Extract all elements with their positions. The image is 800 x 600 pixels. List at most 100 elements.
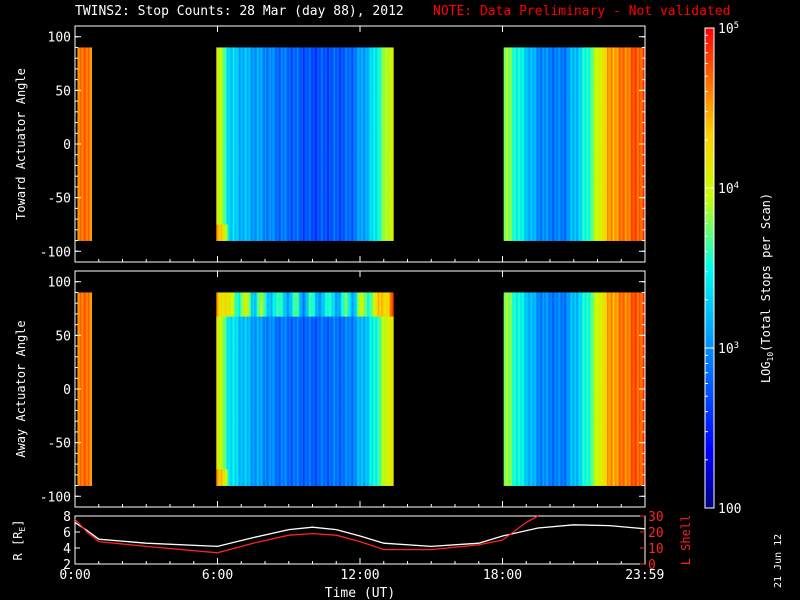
heatmap-cell — [332, 135, 335, 145]
heatmap-cell — [238, 144, 241, 153]
heatmap-cell — [293, 208, 296, 217]
heatmap-cell — [338, 192, 341, 201]
heatmap-cell — [84, 87, 87, 97]
heatmap-cell — [352, 135, 355, 145]
heatmap-cell — [262, 119, 265, 129]
heatmap-cell — [281, 111, 284, 121]
heatmap-cell — [382, 160, 385, 169]
heatmap-cell — [344, 200, 347, 209]
heatmap-cell — [312, 200, 315, 209]
heatmap-cell — [358, 176, 361, 185]
heatmap-cell — [299, 55, 302, 64]
heatmap-cell — [223, 71, 226, 81]
heatmap-cell — [279, 160, 281, 169]
heatmap-cell — [371, 208, 374, 217]
heatmap-cell — [355, 200, 357, 209]
heatmap-cell — [339, 127, 342, 137]
heatmap-cell — [278, 103, 280, 113]
heatmap-cell — [250, 55, 253, 64]
heatmap-cell — [342, 111, 344, 121]
heatmap-cell — [249, 55, 252, 64]
heatmap-cell — [288, 200, 291, 209]
heatmap-cell — [327, 63, 330, 72]
heatmap-cell — [311, 47, 313, 56]
heatmap-cell — [286, 176, 288, 185]
heatmap-cell — [244, 87, 247, 97]
heatmap-cell — [295, 200, 298, 209]
heatmap-cell — [301, 144, 304, 153]
heatmap-cell — [88, 160, 90, 169]
heatmap-cell — [301, 200, 304, 209]
heatmap-cell — [78, 95, 81, 105]
heatmap-cell — [329, 184, 331, 193]
heatmap-cell — [80, 232, 83, 241]
heatmap-cell — [323, 232, 325, 241]
heatmap-cell — [85, 63, 88, 72]
heatmap-cell — [371, 224, 374, 233]
heatmap-cell — [358, 79, 361, 89]
heatmap-cell — [308, 111, 311, 121]
heatmap-cell — [297, 47, 299, 56]
heatmap-cell — [320, 152, 323, 161]
heatmap-cell — [345, 144, 348, 153]
heatmap-cell — [246, 55, 248, 64]
heatmap-cell — [237, 119, 240, 129]
heatmap-cell — [244, 144, 247, 153]
heatmap-cell — [86, 208, 89, 217]
heatmap-cell — [276, 127, 279, 137]
heatmap-cell — [273, 184, 275, 193]
heatmap-cell — [265, 63, 267, 72]
heatmap-cell — [251, 55, 254, 64]
heatmap-cell — [297, 119, 299, 129]
heatmap-cell — [278, 63, 280, 72]
heatmap-cell — [216, 192, 218, 201]
heatmap-cell — [89, 71, 91, 81]
heatmap-cell — [229, 208, 231, 217]
heatmap-cell — [279, 71, 281, 81]
heatmap-cell — [256, 135, 259, 145]
heatmap-cell — [307, 127, 310, 137]
heatmap-cell — [350, 176, 353, 185]
heatmap-cell — [342, 71, 344, 81]
heatmap-cell — [217, 103, 220, 113]
heatmap-cell — [351, 160, 354, 169]
heatmap-cell — [298, 103, 300, 113]
heatmap-cell — [259, 168, 261, 177]
heatmap-cell — [374, 200, 376, 209]
heatmap-cell — [305, 47, 307, 56]
heatmap-cell — [360, 216, 362, 225]
heatmap-cell — [262, 168, 265, 177]
heatmap-cell — [294, 152, 297, 161]
heatmap-cell — [224, 232, 227, 241]
heatmap-cell — [79, 103, 82, 113]
heatmap-cell — [265, 208, 267, 217]
heatmap-cell — [382, 47, 385, 56]
heatmap-cell — [275, 135, 278, 145]
heatmap-cell — [380, 200, 382, 209]
heatmap-cell — [247, 95, 249, 105]
heatmap-cell — [263, 103, 266, 113]
heatmap-cell — [325, 200, 328, 209]
heatmap-cell — [338, 160, 341, 169]
heatmap-cell — [267, 119, 269, 129]
heatmap-cell — [367, 224, 369, 233]
heatmap-cell — [227, 200, 229, 209]
heatmap-cell — [374, 127, 376, 137]
heatmap-cell — [263, 160, 266, 169]
heatmap-cell — [273, 71, 275, 81]
heatmap-cell — [219, 144, 222, 153]
heatmap-cell — [306, 127, 309, 137]
heatmap-cell — [232, 127, 235, 137]
heatmap-cell — [294, 224, 297, 233]
heatmap-cell — [244, 168, 247, 177]
heatmap-cell — [305, 135, 307, 145]
heatmap-cell — [85, 47, 88, 56]
heatmap-cell — [270, 111, 273, 121]
heatmap-cell — [305, 95, 307, 105]
heatmap-cell — [383, 87, 386, 97]
heatmap-cell — [303, 63, 305, 72]
heatmap-cell — [238, 192, 241, 201]
heatmap-cell — [279, 95, 281, 105]
heatmap-cell — [278, 168, 280, 177]
heatmap-cell — [83, 111, 85, 121]
